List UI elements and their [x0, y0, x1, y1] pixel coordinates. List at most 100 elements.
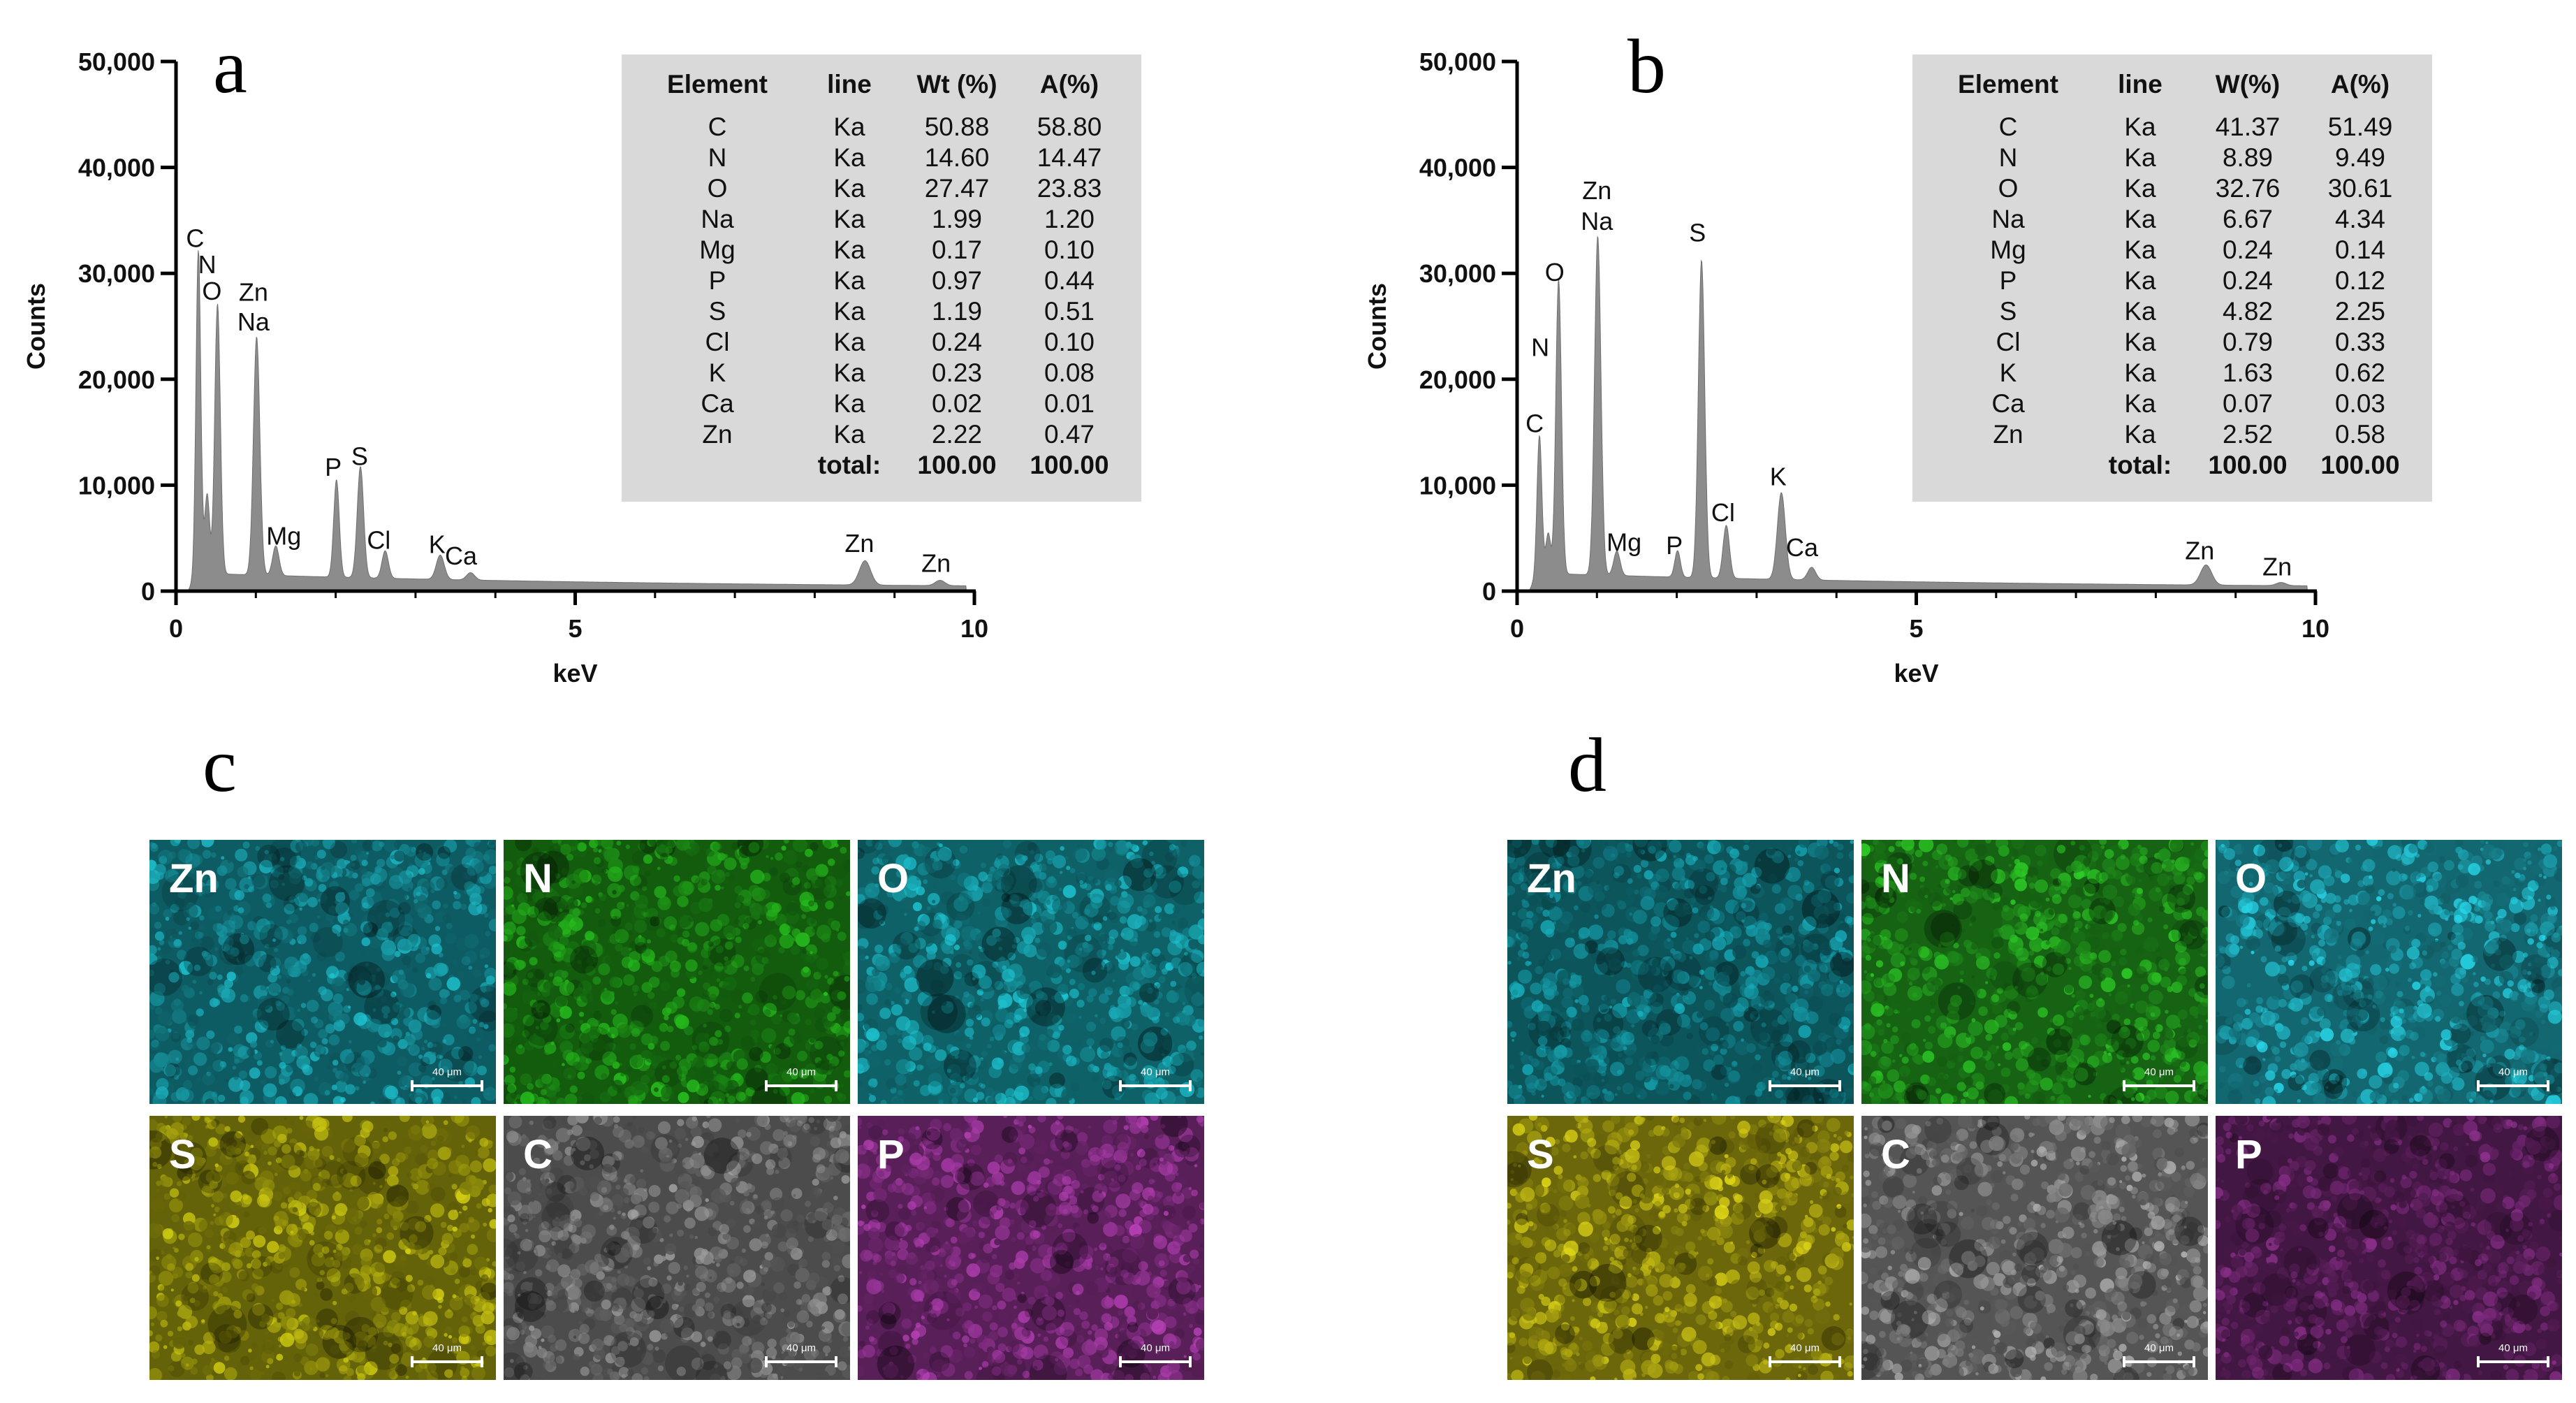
table-cell: Ka [833, 143, 865, 172]
peak-label-k: K [429, 530, 446, 558]
table-row: Na Ka 1.99 1.20 [634, 204, 1123, 235]
table-row: O Ka 27.47 23.83 [634, 173, 1123, 204]
scale-bar-label: 40 μm [1141, 1342, 1170, 1354]
peak-label-c: C [1525, 409, 1544, 438]
peak-label-mg: Mg [266, 521, 301, 550]
table-total-cell: 100.00 [2320, 451, 2400, 479]
table-cell: 0.51 [1044, 297, 1095, 326]
table-cell: N [1998, 143, 2018, 172]
composition-table-a: Element line Wt (%) A(%) C Ka 50.88 58.80 N Ka 14.… [622, 54, 1141, 502]
y-tick-label: 30,000 [1419, 259, 1496, 288]
spectrum-area [176, 250, 974, 592]
scale-bar: 40 μm [411, 1066, 483, 1091]
eds-spectrum-chart-a: 0 10,000 20,000 30,000 40,000 50,000 0 5 10 keV Co… [22, 48, 988, 688]
y-tick-label: 10,000 [78, 471, 155, 500]
scale-bar: 40 μm [1119, 1066, 1192, 1091]
table-cell: S [708, 297, 726, 326]
table-cell: Ka [833, 235, 865, 264]
composition-table: Element line W(%) A(%) C Ka 41.37 51.49 N Ka 8.89 9… [1925, 70, 2414, 481]
table-header: line [827, 70, 872, 99]
table-cell: 0.08 [1044, 358, 1095, 387]
table-row: Ca Ka 0.07 0.03 [1925, 388, 2414, 419]
table-cell: 2.52 [2222, 420, 2273, 449]
element-map-label: P [877, 1132, 905, 1177]
table-cell: 0.79 [2222, 328, 2273, 356]
table-cell: 1.19 [931, 297, 982, 326]
table-cell: 0.12 [2334, 266, 2385, 295]
table-cell: Cl [1996, 328, 2021, 356]
table-cell: 0.17 [931, 235, 982, 264]
y-tick-label: 20,000 [78, 365, 155, 394]
table-cell: Ka [2124, 297, 2156, 326]
scale-bar: 40 μm [765, 1066, 837, 1091]
peak-label-zn: Zn [2185, 537, 2214, 565]
table-row: Cl Ka 0.79 0.33 [1925, 327, 2414, 358]
y-axis-label: Counts [1363, 283, 1391, 370]
table-cell: 0.24 [2222, 235, 2273, 264]
scale-bar-label: 40 μm [1141, 1066, 1170, 1078]
scale-bar-label: 40 μm [432, 1066, 462, 1078]
table-total-row: total: 100.00 100.00 [634, 450, 1123, 481]
y-tick-label: 40,000 [1419, 154, 1496, 182]
table-cell: 0.24 [2222, 266, 2273, 295]
table-header: Wt (%) [916, 70, 997, 99]
table-total-cell: total: [817, 451, 881, 479]
table-cell: 2.22 [931, 420, 982, 449]
table-cell: Ka [2124, 358, 2156, 387]
table-row: Zn Ka 2.52 0.58 [1925, 419, 2414, 450]
scale-bar-label: 40 μm [2498, 1342, 2528, 1354]
y-tick-label: 50,000 [1419, 48, 1496, 76]
table-cell: Ka [833, 358, 865, 387]
table-cell: 0.47 [1044, 420, 1095, 449]
table-cell: 0.10 [1044, 328, 1095, 356]
table-cell: 32.76 [2215, 174, 2281, 203]
table-row: N Ka 14.60 14.47 [634, 143, 1123, 173]
table-cell: O [707, 174, 728, 203]
table-cell: 0.02 [931, 389, 982, 418]
table-cell: Ka [2124, 205, 2156, 233]
table-cell: P [708, 266, 726, 295]
y-tick-label: 20,000 [1419, 365, 1496, 394]
table-header: W(%) [2215, 70, 2281, 99]
peak-label-zn: Zn [844, 529, 874, 558]
element-map-p: P 40 μm [858, 1116, 1204, 1380]
table-cell: Ka [2124, 143, 2156, 172]
peak-label-mg: Mg [1607, 528, 1641, 556]
table-cell: 51.49 [2327, 112, 2393, 141]
table-cell: 23.83 [1037, 174, 1102, 203]
peak-label-na: Na [237, 307, 270, 336]
table-cell: Ca [701, 389, 734, 418]
element-map-label: N [1881, 856, 1910, 901]
table-cell: 8.89 [2222, 143, 2273, 172]
element-map-label: C [1881, 1132, 1910, 1177]
table-row: Mg Ka 0.24 0.14 [1925, 235, 2414, 266]
table-cell: 1.63 [2222, 358, 2273, 387]
table-cell: Ka [2124, 389, 2156, 418]
table-cell: S [1999, 297, 2017, 326]
x-axis-label: keV [1894, 659, 1938, 688]
table-cell: 0.97 [931, 266, 982, 295]
peak-label-zn: Zn [921, 549, 951, 578]
map-texture [2216, 1116, 2562, 1380]
element-map-o: O 40 μm [858, 840, 1204, 1104]
element-map-zn: Zn 40 μm [1507, 840, 1854, 1104]
peak-label-s: S [1689, 219, 1706, 247]
table-row: K Ka 0.23 0.08 [634, 358, 1123, 388]
y-axis-label: Counts [22, 283, 50, 370]
peak-label-o: O [202, 277, 221, 305]
element-map-label: S [1527, 1132, 1554, 1177]
peak-label-o: O [1545, 258, 1565, 286]
table-header: Element [1958, 70, 2058, 99]
table-cell: 2.25 [2334, 297, 2385, 326]
map-texture [504, 840, 850, 1104]
composition-table: Element line Wt (%) A(%) C Ka 50.88 58.80 N Ka 14.… [634, 70, 1123, 481]
table-cell: 9.49 [2334, 143, 2385, 172]
scale-bar: 40 μm [1769, 1342, 1841, 1367]
table-cell: Zn [1993, 420, 2024, 449]
scale-bar: 40 μm [1769, 1066, 1841, 1091]
table-cell: Ka [833, 297, 865, 326]
y-tick-label: 30,000 [78, 259, 155, 288]
table-cell: 0.44 [1044, 266, 1095, 295]
map-texture [1861, 840, 2208, 1104]
table-cell: K [1999, 358, 2017, 387]
